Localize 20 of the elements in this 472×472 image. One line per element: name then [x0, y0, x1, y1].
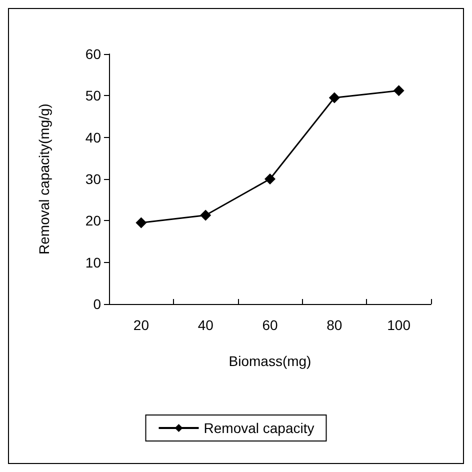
y-tick-label: 10	[85, 254, 102, 270]
y-axis-title: Removal capacity(mg/g)	[36, 104, 52, 254]
point	[136, 217, 147, 228]
legend-label: Removal capacity	[204, 420, 314, 436]
y-tick-label: 50	[85, 88, 102, 104]
x-tick-label: 100	[387, 317, 411, 333]
y-tick-label: 60	[85, 46, 102, 62]
point	[393, 85, 404, 96]
point	[200, 210, 212, 221]
x-tick-label: 80	[326, 317, 342, 333]
point	[328, 92, 340, 104]
y-tick-label: 20	[85, 212, 102, 229]
x-tick-label: 60	[262, 317, 278, 333]
x-tick-label: 20	[133, 317, 150, 333]
y-tick-label: 0	[93, 296, 102, 312]
point	[264, 174, 276, 184]
y-tick-label: 40	[85, 129, 102, 146]
x-axis-title: Biomass(mg)	[228, 353, 312, 369]
x-tick-label: 40	[198, 317, 214, 333]
y-tick-label: 30	[85, 171, 102, 187]
